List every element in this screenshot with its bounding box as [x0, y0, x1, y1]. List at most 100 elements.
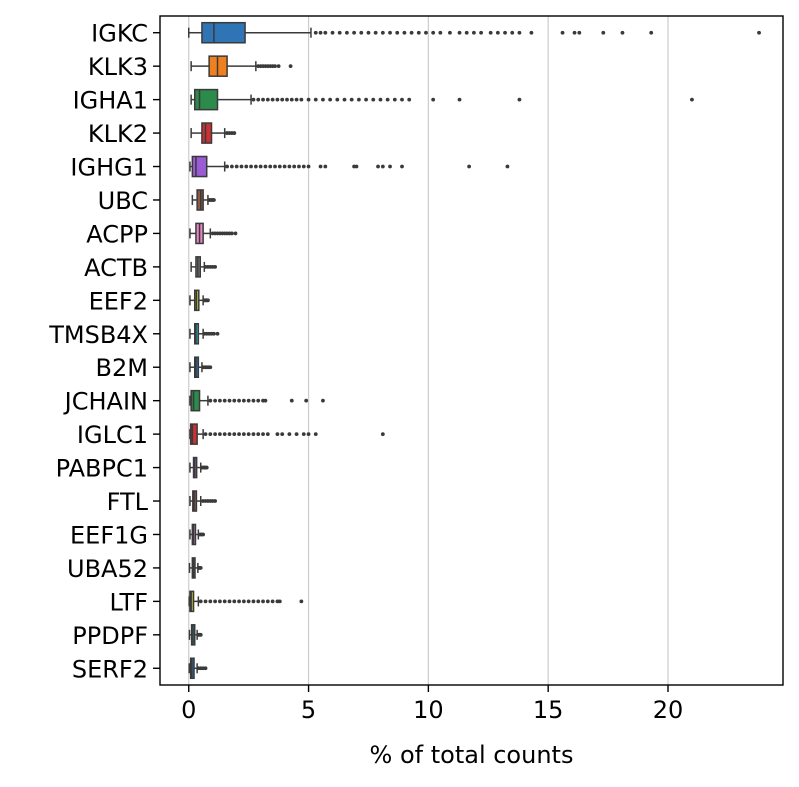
x-tick-label: 0: [181, 696, 196, 724]
outlier-point: [400, 164, 404, 169]
outlier-point: [225, 164, 229, 169]
box-group-klk3: [190, 55, 293, 77]
box-group-eef1g: [189, 523, 206, 546]
outlier-point: [364, 97, 368, 102]
outlier-point: [323, 30, 328, 35]
outlier-point: [208, 365, 213, 370]
outlier-point: [237, 432, 241, 437]
outlier-point: [409, 30, 414, 35]
outlier-point: [208, 398, 213, 403]
outlier-point: [273, 164, 277, 169]
outlier-point: [299, 599, 304, 604]
outlier-point: [505, 164, 510, 169]
box-group-tmsb4x: [189, 322, 220, 345]
outlier-point: [277, 164, 282, 169]
outlier-point: [265, 432, 270, 437]
box-group-pabpc1: [189, 456, 209, 479]
outlier-point: [206, 298, 210, 303]
box-group-ppdpf: [188, 624, 203, 646]
outlier-point: [431, 97, 436, 102]
outlier-point: [335, 97, 340, 102]
outlier-point: [232, 599, 237, 604]
outlier-point: [275, 432, 280, 437]
outlier-point: [218, 432, 222, 437]
outlier-point: [241, 599, 246, 604]
outlier-point: [356, 97, 361, 102]
y-tick-label: EEF2: [89, 287, 148, 315]
box-layer: [188, 21, 761, 680]
outlier-point: [400, 97, 404, 102]
outlier-point: [318, 164, 323, 169]
outlier-point: [213, 264, 218, 269]
outlier-point: [438, 30, 443, 35]
outlier-point: [251, 398, 256, 403]
y-tick-label: TMSB4X: [48, 321, 148, 349]
outlier-point: [256, 97, 261, 102]
outlier-point: [251, 599, 256, 604]
x-axis-label: % of total counts: [370, 741, 574, 769]
y-tick-label: PPDPF: [72, 622, 148, 650]
outlier-point: [270, 599, 275, 604]
y-tick-label: IGKC: [91, 20, 148, 48]
outlier-point: [529, 30, 534, 35]
y-tick-label: ACPP: [86, 220, 148, 248]
y-tick-label: LTF: [109, 588, 148, 616]
outlier-point: [304, 398, 309, 403]
outlier-point: [380, 30, 385, 35]
outlier-point: [263, 164, 268, 169]
outlier-point: [270, 97, 275, 102]
outlier-point: [277, 599, 282, 604]
outlier-point: [757, 30, 761, 35]
outlier-point: [378, 97, 383, 102]
outlier-point: [203, 432, 208, 437]
box-group-b2m: [189, 356, 213, 379]
outlier-point: [213, 432, 218, 437]
outlier-point: [337, 30, 342, 35]
outlier-point: [380, 432, 385, 437]
outlier-point: [289, 97, 294, 102]
outlier-point: [288, 64, 293, 69]
y-tick-label: SERF2: [72, 655, 148, 683]
outlier-point: [232, 432, 237, 437]
outlier-point: [251, 97, 256, 102]
outlier-point: [328, 97, 333, 102]
outlier-point: [251, 432, 256, 437]
y-tick-label: ACTB: [84, 254, 148, 282]
outlier-point: [306, 97, 311, 102]
outlier-point: [287, 164, 292, 169]
box-group-igkc: [188, 21, 761, 44]
x-tick-label: 20: [653, 696, 684, 724]
outlier-point: [488, 30, 493, 35]
y-tick-label: B2M: [96, 354, 148, 382]
y-tick-label: IGHG1: [70, 154, 148, 182]
outlier-point: [649, 30, 654, 35]
outlier-point: [392, 97, 397, 102]
outlier-point: [246, 599, 251, 604]
outlier-point: [601, 30, 606, 35]
outlier-point: [577, 30, 582, 35]
y-tick-label: IGHA1: [73, 87, 148, 115]
y-tick-label: FTL: [107, 488, 149, 516]
outlier-point: [330, 30, 335, 35]
outlier-point: [313, 30, 318, 35]
outlier-point: [560, 30, 565, 35]
outlier-point: [237, 398, 241, 403]
box-iqr: [189, 423, 198, 445]
outlier-point: [287, 432, 292, 437]
box-group-serf2: [188, 657, 208, 680]
outlier-point: [265, 97, 270, 102]
outlier-point: [280, 432, 285, 437]
outlier-point: [256, 432, 261, 437]
outlier-point: [294, 432, 299, 437]
outlier-point: [268, 164, 273, 169]
box-group-ftl: [189, 490, 218, 512]
outlier-point: [297, 164, 301, 169]
x-tick-label: 10: [413, 696, 444, 724]
outlier-point: [395, 30, 400, 35]
outlier-point: [249, 164, 253, 169]
outlier-point: [229, 231, 234, 236]
outlier-point: [256, 599, 261, 604]
outlier-point: [280, 97, 285, 102]
